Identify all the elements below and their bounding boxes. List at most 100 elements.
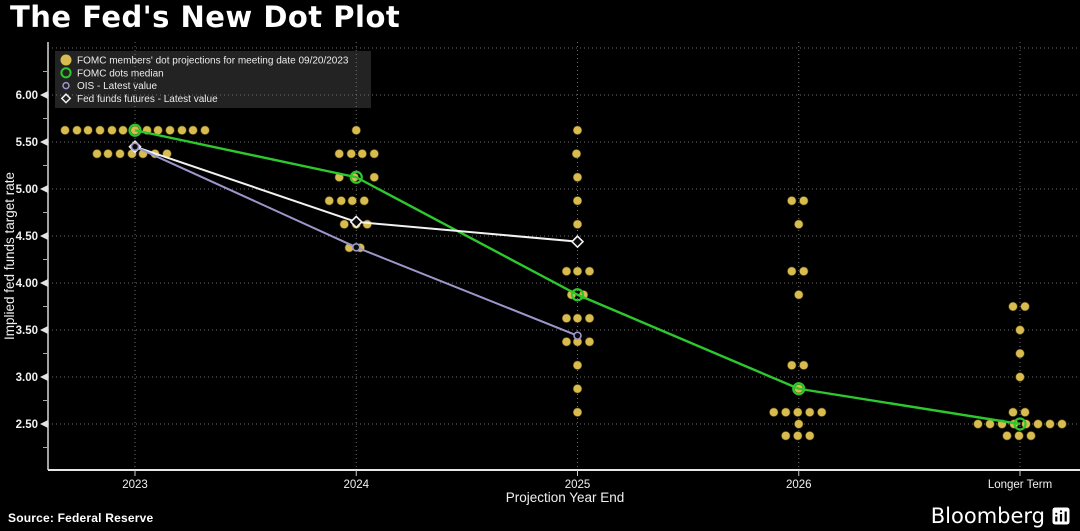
fomc-dot <box>561 337 572 347</box>
legend-background <box>55 51 371 108</box>
fomc-dot <box>799 196 809 206</box>
ois-marker <box>573 331 582 340</box>
fomc-dot <box>177 125 187 135</box>
fomc-dot <box>572 219 583 229</box>
fomc-dot <box>1008 301 1018 312</box>
fomc-dot <box>572 313 583 323</box>
y-tick-arrow <box>40 91 48 99</box>
legend-marker-ois <box>62 81 70 90</box>
fomc-dot <box>793 431 803 441</box>
y-tick-arrow <box>40 232 48 240</box>
fomc-dot <box>1015 348 1025 359</box>
y-axis-title: Implied fed funds target rate <box>2 172 17 340</box>
fomc-dot <box>103 149 113 159</box>
fomc-dot <box>781 407 791 417</box>
y-tick-arrow <box>40 279 48 287</box>
fomc-dot <box>107 125 117 135</box>
fomc-dot <box>571 149 582 159</box>
bloomberg-logo: Bloomberg <box>931 504 1070 528</box>
fomc-dot <box>805 407 815 417</box>
y-tick-label: 4.00 <box>16 278 38 290</box>
fomc-dot <box>817 407 827 417</box>
fff-marker <box>349 215 363 229</box>
median-marker <box>128 123 142 137</box>
y-tick-arrow <box>40 420 48 428</box>
fomc-dot <box>794 419 804 429</box>
fomc-dot <box>336 196 346 206</box>
fomc-dot <box>1015 325 1025 335</box>
x-tick-label: Longer Term <box>988 479 1052 491</box>
x-tick-label: 2026 <box>786 479 812 491</box>
fomc-dot <box>153 125 163 135</box>
y-tick-label: 5.50 <box>16 137 38 149</box>
bloomberg-wordmark: Bloomberg <box>930 504 1045 528</box>
y-tick-label: 6.00 <box>16 90 38 102</box>
fomc-dot <box>1033 419 1043 429</box>
fomc-dot <box>165 125 175 135</box>
fomc-dot <box>351 125 361 135</box>
fomc-dot <box>1057 419 1067 429</box>
y-tick-label: 4.50 <box>16 231 38 243</box>
legend-marker-median <box>60 67 72 79</box>
x-axis-title: Projection Year End <box>506 490 625 505</box>
fomc-dot <box>584 337 595 347</box>
fomc-dot <box>799 266 809 276</box>
fomc-dot <box>985 419 995 429</box>
fomc-dot <box>787 266 797 276</box>
fomc-dot <box>188 125 198 135</box>
fomc-dot <box>584 313 595 323</box>
median-marker <box>1013 417 1027 431</box>
y-tick-label: 5.00 <box>16 184 38 196</box>
fomc-dot <box>83 125 93 135</box>
fomc-dot <box>799 360 809 370</box>
fomc-dot <box>346 149 356 159</box>
bloomberg-chart-icon <box>1052 507 1070 525</box>
source-attribution: Source: Federal Reserve <box>8 511 154 525</box>
ois-marker <box>130 142 140 151</box>
fomc-dot <box>369 172 379 182</box>
fomc-dot <box>794 219 804 229</box>
legend-label-dots: FOMC members' dot projections for meetin… <box>77 56 349 67</box>
fomc-dot <box>787 360 797 370</box>
fomc-dot <box>572 172 583 182</box>
x-tick-label: 2023 <box>122 479 148 491</box>
fomc-dot <box>339 219 349 229</box>
legend-marker-dots <box>60 54 72 66</box>
fomc-dot <box>1020 407 1030 417</box>
y-tick-arrow <box>40 185 48 193</box>
median-marker <box>349 170 363 184</box>
fomc-dot <box>1002 431 1012 441</box>
fomc-dot <box>584 266 595 276</box>
fomc-dot <box>115 149 125 159</box>
median-line <box>134 129 1021 426</box>
chart-title: The Fed's New Dot Plot <box>10 0 401 34</box>
fomc-dot <box>1014 431 1024 441</box>
legend-label-ois: OIS - Latest value <box>77 81 157 92</box>
fomc-dot <box>118 125 128 135</box>
fomc-dot <box>561 266 572 276</box>
legend-marker-fff <box>60 93 72 104</box>
fomc-dot <box>794 290 804 300</box>
fff-marker <box>570 235 585 249</box>
median-marker <box>570 288 585 302</box>
legend-label-fff: Fed funds futures - Latest value <box>77 94 218 105</box>
fomc-dot <box>572 407 583 417</box>
fomc-dot <box>572 384 583 394</box>
fomc-dot <box>793 407 803 417</box>
fomc-dot <box>781 431 791 441</box>
fomc-dot <box>572 125 583 135</box>
fomc-dot <box>369 149 379 159</box>
fomc-dot <box>362 219 372 229</box>
fomc-dot <box>324 196 334 206</box>
y-tick-arrow <box>40 138 48 146</box>
fomc-dot <box>572 196 583 206</box>
fomc-dot <box>334 149 344 159</box>
fomc-dot <box>1026 431 1036 441</box>
fomc-dot <box>973 419 983 429</box>
y-tick-arrow <box>40 326 48 334</box>
y-tick-arrow <box>40 373 48 381</box>
fomc-dot <box>1020 301 1030 312</box>
fomc-dot <box>357 149 367 159</box>
legend-label-median: FOMC dots median <box>77 68 164 79</box>
